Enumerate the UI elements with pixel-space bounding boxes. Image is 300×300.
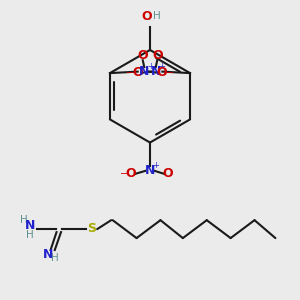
Text: N: N — [145, 164, 155, 177]
Text: O: O — [157, 66, 167, 79]
Text: O: O — [126, 167, 136, 180]
Text: +: + — [147, 62, 154, 71]
Text: H: H — [26, 230, 34, 239]
Text: S: S — [87, 222, 96, 235]
Text: −: − — [126, 68, 134, 78]
Text: O: O — [137, 49, 148, 62]
Text: N: N — [151, 65, 161, 78]
Text: O: O — [141, 10, 152, 23]
Text: O: O — [162, 167, 172, 180]
Text: H: H — [20, 215, 28, 225]
Text: −: − — [120, 169, 128, 179]
Text: +: + — [158, 62, 165, 71]
Text: H: H — [153, 11, 160, 21]
Text: N: N — [139, 65, 149, 78]
Text: +: + — [152, 161, 159, 170]
Text: H: H — [51, 254, 59, 263]
Text: N: N — [42, 248, 53, 261]
Text: O: O — [152, 49, 163, 62]
Text: O: O — [133, 66, 143, 79]
Text: −: − — [166, 68, 174, 78]
Text: N: N — [25, 219, 35, 232]
